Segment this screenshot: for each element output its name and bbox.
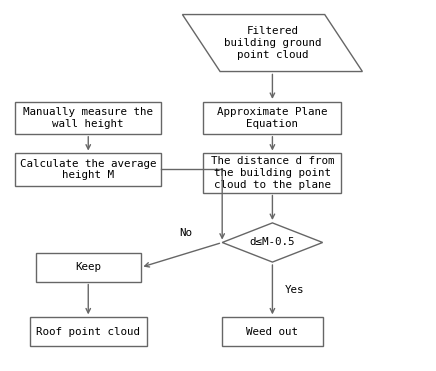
FancyBboxPatch shape xyxy=(203,102,341,134)
FancyBboxPatch shape xyxy=(36,253,140,282)
Text: The distance d from
the building point
cloud to the plane: The distance d from the building point c… xyxy=(211,157,334,190)
FancyBboxPatch shape xyxy=(203,154,341,193)
Polygon shape xyxy=(222,223,323,262)
FancyBboxPatch shape xyxy=(15,102,161,134)
Text: Weed out: Weed out xyxy=(246,326,298,336)
FancyBboxPatch shape xyxy=(222,317,323,346)
Text: Approximate Plane
Equation: Approximate Plane Equation xyxy=(217,107,328,129)
Text: d≤M-0.5: d≤M-0.5 xyxy=(250,237,295,247)
Text: Calculate the average
height M: Calculate the average height M xyxy=(20,159,157,180)
FancyBboxPatch shape xyxy=(30,317,147,346)
Text: No: No xyxy=(179,228,192,238)
Text: Yes: Yes xyxy=(285,285,304,295)
Text: Filtered
building ground
point cloud: Filtered building ground point cloud xyxy=(224,26,321,60)
Text: Keep: Keep xyxy=(75,262,101,272)
FancyBboxPatch shape xyxy=(15,154,161,186)
Polygon shape xyxy=(182,14,362,72)
Text: Roof point cloud: Roof point cloud xyxy=(36,326,140,336)
Text: Manually measure the
wall height: Manually measure the wall height xyxy=(23,107,153,129)
